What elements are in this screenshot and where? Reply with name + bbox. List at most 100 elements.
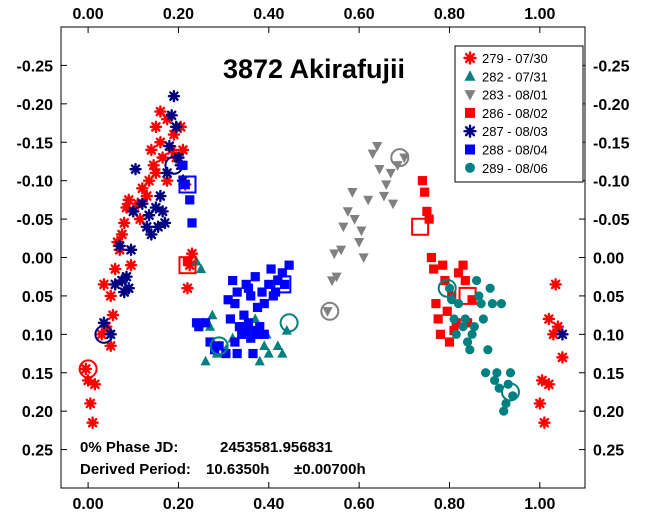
data-point [243, 283, 254, 293]
data-point [460, 314, 470, 324]
x-tick-label-bottom: 0.80 [434, 496, 465, 513]
data-point [149, 201, 163, 214]
y-tick-label-left: -0.05 [17, 212, 54, 229]
data-point [442, 306, 452, 316]
data-point [104, 289, 117, 303]
period-label: Derived Period: [80, 461, 191, 478]
y-tick-label-left: 0.20 [22, 404, 53, 421]
data-point [551, 320, 565, 333]
data-point [284, 260, 294, 270]
legend-symbol [465, 107, 475, 118]
highlight-marker [411, 217, 430, 236]
data-point [129, 162, 142, 176]
data-point [120, 201, 133, 214]
data-point [458, 260, 468, 270]
y-tick-label-right: 0.05 [593, 289, 624, 306]
data-point [372, 141, 383, 152]
data-point [272, 340, 283, 350]
phase-value: 2453581.956831 [220, 439, 333, 456]
x-tick-label-bottom: 0.20 [163, 496, 194, 513]
data-point [88, 378, 102, 391]
data-point [106, 308, 120, 322]
x-tick-label-top: 0.80 [434, 6, 465, 23]
data-point [490, 375, 500, 386]
data-point [86, 416, 99, 429]
data-point [349, 214, 360, 225]
data-point [81, 374, 95, 387]
data-point [200, 355, 211, 366]
data-point [451, 329, 461, 339]
y-tick-label-left: -0.10 [17, 174, 54, 191]
data-point [556, 351, 569, 364]
legend-symbol [465, 162, 475, 173]
legend-symbol [463, 51, 477, 65]
data-point [273, 275, 283, 286]
data-point [354, 237, 365, 248]
data-point [259, 299, 269, 309]
data-point [431, 299, 441, 309]
data-point [156, 151, 169, 164]
chart-title: 3872 Akirafujii [223, 54, 405, 84]
legend-label: 286 - 08/02 [482, 106, 548, 121]
data-point [154, 105, 167, 118]
data-point [154, 135, 167, 149]
data-point [97, 316, 111, 330]
legend-symbol [464, 90, 476, 101]
data-point [167, 89, 181, 103]
data-point [97, 278, 111, 291]
y-tick-label-left: -0.15 [17, 135, 54, 152]
data-point [444, 337, 455, 347]
data-point [95, 328, 108, 341]
data-point [542, 378, 556, 391]
phase-annotation: 0% Phase JD: 2453581.956831 [80, 439, 333, 456]
data-point [241, 325, 251, 336]
y-tick-label-right: -0.15 [593, 135, 630, 152]
data-point [176, 143, 190, 157]
data-point [104, 339, 117, 353]
legend: 279 - 07/30 282 - 07/31 283 - 08/01 286 - 0… [454, 45, 584, 183]
data-point [178, 160, 188, 170]
data-point [474, 291, 484, 301]
data-point [142, 174, 156, 187]
data-point [160, 166, 174, 180]
data-point [469, 322, 479, 332]
data-point [538, 416, 551, 429]
data-point [122, 193, 136, 207]
data-point [378, 191, 390, 202]
data-point [356, 226, 367, 237]
data-point [191, 255, 202, 266]
legend-symbol [465, 144, 475, 155]
data-point [429, 264, 439, 274]
phase-label: 0% Phase JD: [80, 439, 178, 456]
x-tick-label-bottom: 1.00 [524, 496, 555, 513]
axis-tick-labels: 0.00 0.00 0.20 0.20 0.40 0.40 0.60 0.60 0.80 0.80… [17, 6, 630, 513]
highlight-marker [178, 256, 197, 275]
data-point [471, 275, 482, 286]
data-point [496, 299, 507, 309]
data-point [547, 328, 560, 341]
data-point [165, 109, 178, 122]
data-point [115, 228, 129, 241]
data-point [478, 314, 488, 324]
data-point [136, 182, 149, 195]
period-annotation: Derived Period: 10.6350h ±0.00700h [80, 461, 366, 478]
highlight-marker [279, 313, 299, 333]
data-point [433, 314, 443, 324]
data-point [180, 179, 190, 190]
y-tick-label-left: 0.00 [22, 251, 53, 268]
data-point [151, 220, 165, 234]
data-point [158, 216, 172, 230]
data-point [248, 348, 258, 359]
legend-entry: 287 - 08/03 [463, 124, 548, 139]
data-point [492, 368, 502, 378]
data-point [487, 299, 497, 309]
data-point [194, 322, 204, 332]
data-point [381, 180, 392, 191]
period-value: 10.6350h [206, 461, 269, 478]
y-tick-label-right: 0.25 [593, 443, 624, 460]
data-point [163, 139, 176, 153]
data-point [147, 159, 160, 172]
data-point [117, 216, 131, 230]
data-point [458, 322, 468, 332]
data-point [207, 309, 218, 320]
